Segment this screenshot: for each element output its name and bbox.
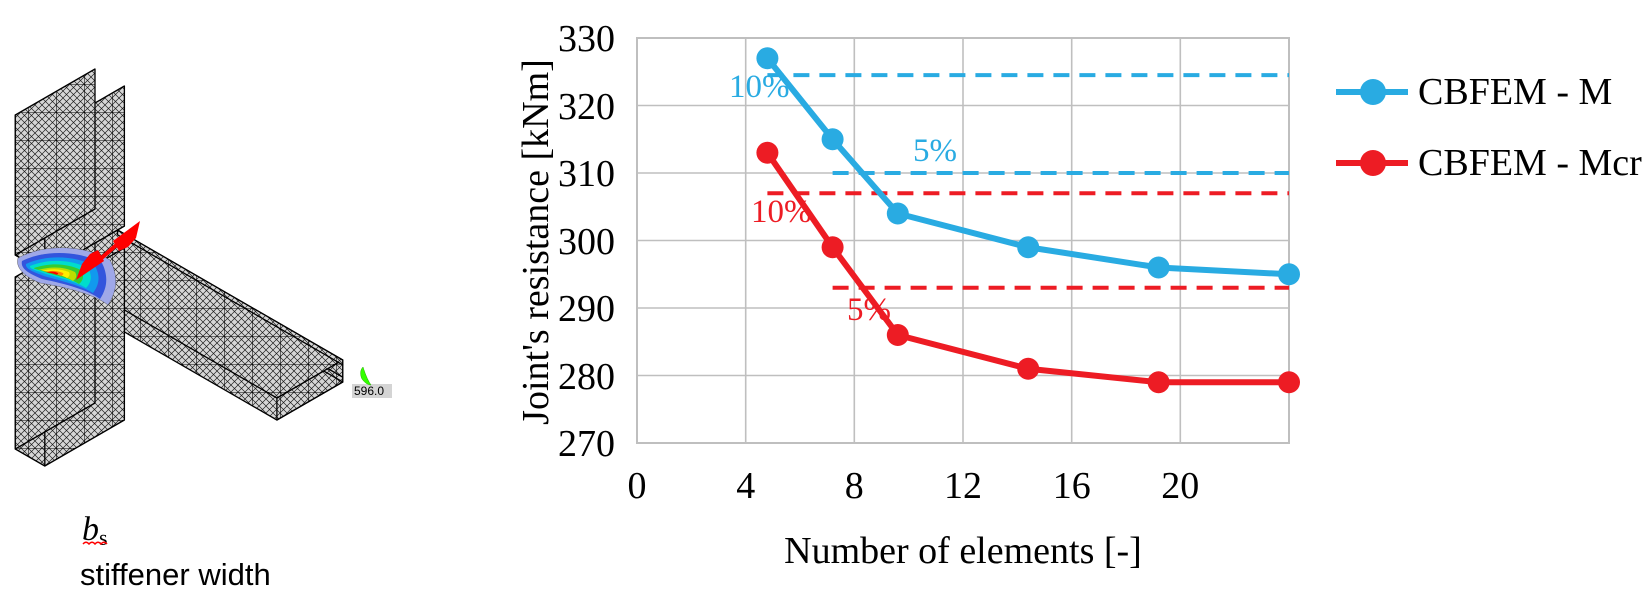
svg-text:290: 290 xyxy=(558,288,615,330)
svg-text:Number of elements [-]: Number of elements [-] xyxy=(784,530,1142,572)
svg-text:Joint's resistance [kNm]: Joint's resistance [kNm] xyxy=(515,59,557,425)
svg-text:0: 0 xyxy=(628,465,647,507)
svg-text:10%: 10% xyxy=(751,194,812,230)
svg-text:16: 16 xyxy=(1053,465,1091,507)
svg-text:5%: 5% xyxy=(847,292,891,328)
svg-text:310: 310 xyxy=(558,153,615,195)
svg-text:20: 20 xyxy=(1161,465,1199,507)
svg-text:270: 270 xyxy=(558,423,615,465)
svg-text:280: 280 xyxy=(558,356,615,398)
svg-text:8: 8 xyxy=(845,465,864,507)
svg-text:330: 330 xyxy=(558,18,615,60)
svg-text:5%: 5% xyxy=(913,133,957,169)
svg-text:4: 4 xyxy=(736,465,755,507)
svg-text:12: 12 xyxy=(944,465,982,507)
svg-text:320: 320 xyxy=(558,86,615,128)
svg-text:300: 300 xyxy=(558,221,615,263)
svg-text:10%: 10% xyxy=(729,69,790,105)
